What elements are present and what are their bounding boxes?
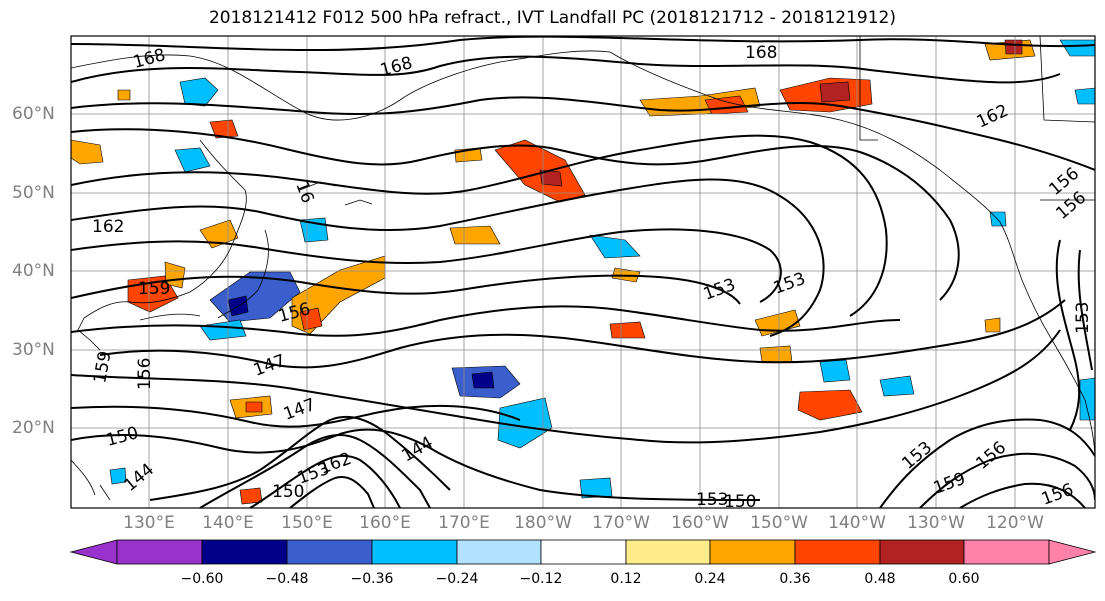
colorbar-bin <box>201 539 288 565</box>
colorbar-tick-label: −0.36 <box>350 571 394 587</box>
contour-label: 150 <box>724 492 756 512</box>
colorbar-max-extension <box>1048 539 1097 565</box>
colorbar <box>69 539 1097 565</box>
lon-label: 120°W <box>986 513 1044 533</box>
contour-label: 156 <box>135 358 155 390</box>
contour-label: 162 <box>92 217 124 237</box>
colorbar-min-extension <box>69 539 118 565</box>
lon-label: 170°E <box>438 513 490 533</box>
lat-label: 20°N <box>12 418 55 438</box>
colorbar-bin <box>286 539 373 565</box>
lat-label: 60°N <box>12 104 55 124</box>
colorbar-bin <box>963 539 1050 565</box>
colorbar-bin <box>879 539 965 565</box>
lon-label: 150°W <box>750 513 808 533</box>
lat-label: 30°N <box>12 340 55 360</box>
map-panel: 168 168 168 162 162 159 156 156 153 153 … <box>70 35 1096 512</box>
lon-label: 160°W <box>671 513 729 533</box>
colorbar-bin <box>540 539 627 565</box>
lat-label: 40°N <box>12 261 55 281</box>
colorbar-bin <box>709 539 796 565</box>
colorbar-tick-label: 0.12 <box>610 571 642 587</box>
colorbar-bin <box>371 539 458 565</box>
colorbar-bin <box>794 539 881 565</box>
contour-label: 153 <box>696 490 728 510</box>
lon-label: 140°W <box>828 513 886 533</box>
contour-label: 153 <box>1073 302 1093 334</box>
colorbar-tick-label: −0.24 <box>435 571 479 587</box>
colorbar-tick-label: 0.60 <box>948 571 980 587</box>
colorbar-tick-label: −0.48 <box>265 571 309 587</box>
lon-label: 170°W <box>592 513 650 533</box>
contour-label: 150 <box>272 482 304 502</box>
lat-label: 50°N <box>12 183 55 203</box>
lon-label: 140°E <box>202 513 254 533</box>
height-contours <box>71 36 1095 508</box>
contour-label: 168 <box>745 43 777 63</box>
contour-label: 159 <box>138 279 170 299</box>
colorbar-tick-label: 0.24 <box>694 571 726 587</box>
colorbar-bin <box>116 539 203 565</box>
colorbar-bin <box>625 539 711 565</box>
colorbar-bin <box>456 539 542 565</box>
colorbar-tick-label: 0.48 <box>864 571 896 587</box>
lon-label: 160°E <box>359 513 411 533</box>
colorbar-tick-label: −0.12 <box>519 571 563 587</box>
lon-label: 150°E <box>281 513 333 533</box>
lon-label: 130°W <box>907 513 965 533</box>
lon-label: 180°W <box>514 513 572 533</box>
lon-label: 130°E <box>123 513 175 533</box>
figure-title: 2018121412 F012 500 hPa refract., IVT La… <box>208 8 896 28</box>
colorbar-tick-label: 0.36 <box>779 571 811 587</box>
colorbar-tick-label: −0.60 <box>180 571 224 587</box>
